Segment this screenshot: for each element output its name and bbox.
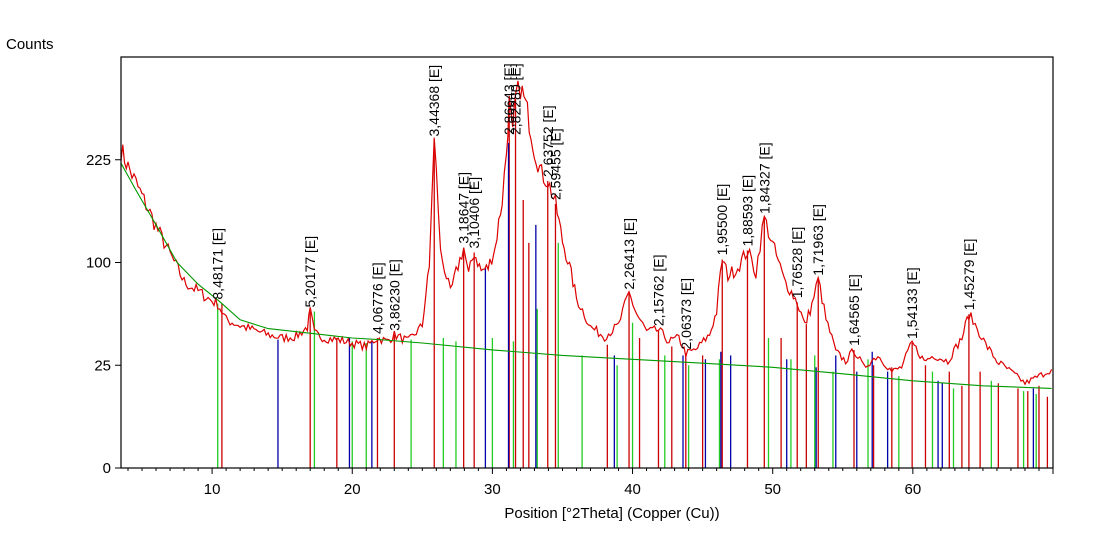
y-axis-label: Counts	[6, 36, 54, 53]
background-line	[120, 162, 1052, 389]
x-tick-label: 10	[204, 481, 221, 498]
plot-frame	[120, 56, 1054, 469]
peak-label: 2,82280 [E]	[508, 63, 524, 135]
peak-label: 1,76528 [E]	[789, 227, 805, 299]
peak-label: 1,71963 [E]	[810, 204, 826, 276]
y-tick-label: 225	[86, 152, 111, 169]
peak-label: 1,88593 [E]	[740, 175, 756, 247]
x-axis-label: Position [°2Theta] (Copper (Cu))	[504, 505, 720, 522]
peak-label: 3,44368 [E]	[426, 65, 442, 137]
peak-label: 3,18647 [E]	[456, 172, 472, 244]
peak-label: 2,26413 [E]	[621, 218, 637, 290]
x-tick-label: 60	[905, 481, 922, 498]
y-tick-label: 100	[86, 255, 111, 272]
peak-label: 1,54133 [E]	[904, 267, 920, 339]
measured-pattern-line	[120, 80, 1053, 386]
peak-labels: 8,48171 [E] 5,20177 [E] 4,06776 [E] 3,86230…	[210, 63, 977, 349]
peak-label: 3,86230 [E]	[386, 259, 402, 331]
x-tick-label: 30	[484, 481, 501, 498]
peak-label: 2,59455 [E]	[548, 128, 564, 200]
peak-label: 2,86643 [E]	[501, 63, 517, 135]
peak-label: 2,06373 [E]	[678, 278, 694, 350]
peak-label: 1,95500 [E]	[714, 184, 730, 256]
axes: 10 20 30 40 50 60 0 25 100 225	[86, 56, 1054, 498]
x-tick-label: 20	[344, 481, 361, 498]
peak-label: 1,45279 [E]	[961, 239, 977, 311]
x-tick-label: 40	[624, 481, 641, 498]
peak-label: 8,48171 [E]	[210, 228, 226, 300]
x-tick-label: 50	[764, 481, 781, 498]
peak-label: 2,15762 [E]	[651, 254, 667, 326]
peak-label: 1,64565 [E]	[846, 274, 862, 346]
peak-label: 3,10406 [E]	[466, 177, 482, 249]
y-tick-label: 0	[103, 460, 111, 477]
y-tick-label: 25	[94, 357, 111, 374]
reference-lines	[217, 99, 1049, 468]
peak-label: 4,06776 [E]	[370, 262, 386, 334]
peak-label: 5,20177 [E]	[302, 236, 318, 308]
series-lines	[120, 80, 1053, 389]
peak-label: 2,63752 [E]	[540, 105, 556, 177]
peak-label: 1,84327 [E]	[756, 142, 772, 214]
